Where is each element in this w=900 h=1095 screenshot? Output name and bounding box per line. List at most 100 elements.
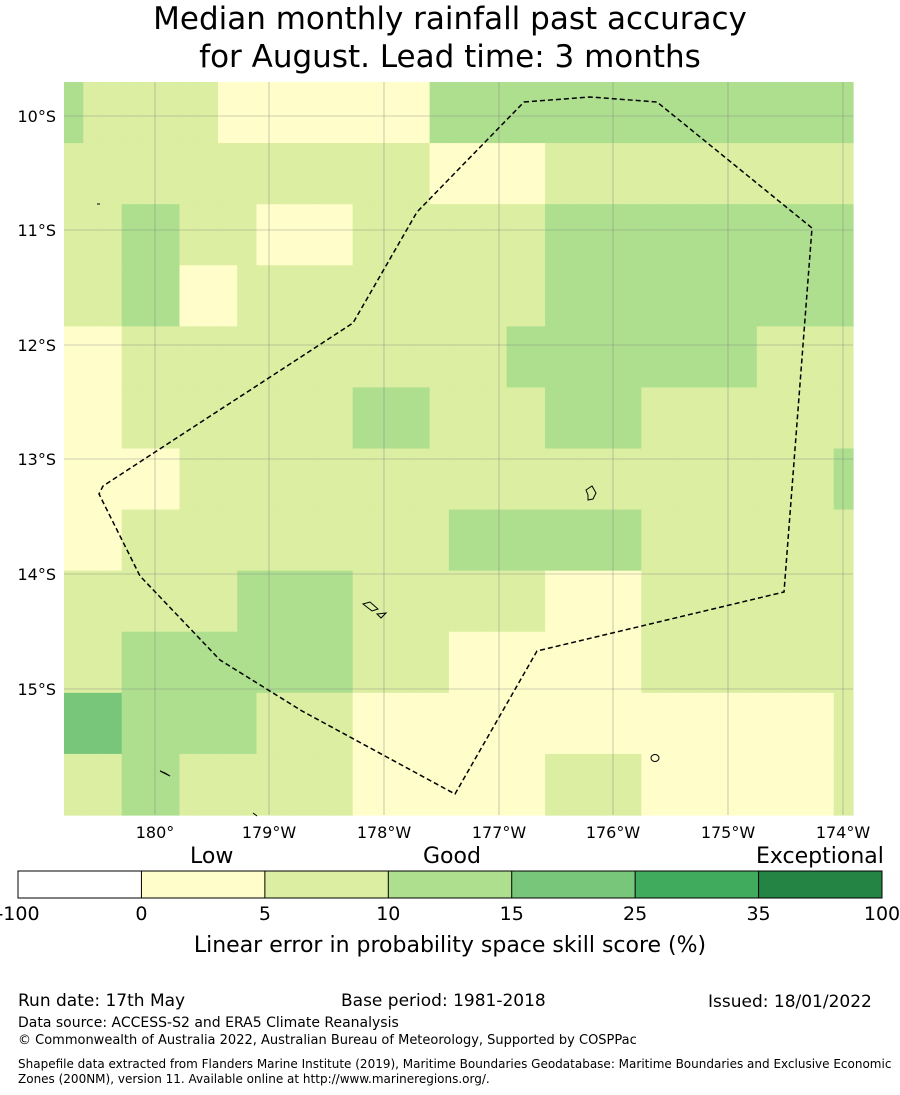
- grid-cell: [333, 143, 354, 205]
- grid-cell: [121, 204, 142, 266]
- grid-cell: [121, 509, 142, 572]
- grid-cell: [564, 387, 585, 450]
- colorbar-swatch: [758, 871, 882, 898]
- grid-cell: [622, 143, 642, 205]
- grid-cell: [83, 692, 104, 755]
- grid-cell: [275, 82, 296, 144]
- grid-cell: [371, 82, 392, 144]
- grid-cell: [506, 204, 527, 266]
- grid-cell: [140, 82, 161, 144]
- grid-cell: [679, 265, 700, 327]
- grid-cell: [448, 448, 469, 511]
- grid-cell: [737, 570, 758, 633]
- grid-cell: [160, 387, 181, 450]
- grid-cell: [487, 570, 508, 633]
- grid-cell: [756, 692, 777, 755]
- grid-cell: [352, 448, 373, 511]
- grid-cell: [160, 631, 181, 694]
- grid-cell: [217, 509, 238, 572]
- grid-cell: [776, 509, 796, 572]
- grid-cell: [256, 387, 277, 450]
- grid-cell: [217, 692, 238, 755]
- grid-cell: [448, 631, 469, 694]
- grid-cell: [198, 326, 219, 389]
- grid-cell: [333, 82, 354, 144]
- grid-cell: [506, 387, 527, 450]
- grid-cell: [448, 570, 469, 633]
- grid-cell: [525, 326, 546, 389]
- grid-cell: [468, 753, 488, 816]
- grid-cell: [160, 692, 181, 755]
- grid-cell: [679, 753, 700, 816]
- grid-cell: [140, 509, 161, 572]
- colorbar-tick-label: 100: [864, 903, 900, 925]
- grid-cell: [314, 448, 335, 511]
- grid-cell: [256, 143, 277, 205]
- grid-cell: [583, 753, 604, 816]
- grid-cell: [371, 570, 392, 633]
- grid-cell: [660, 448, 681, 511]
- grid-cell: [198, 265, 219, 327]
- grid-cell: [140, 448, 161, 511]
- grid-cell: [756, 509, 777, 572]
- grid-cell: [448, 509, 469, 572]
- grid-cell: [660, 143, 681, 205]
- grid-cell: [83, 448, 104, 511]
- grid-cell: [217, 143, 238, 205]
- grid-cell: [275, 448, 296, 511]
- grid-cell: [795, 326, 816, 389]
- grid-cell: [121, 326, 142, 389]
- grid-cell: [256, 509, 277, 572]
- grid-cell: [102, 753, 123, 816]
- grid-cell: [468, 143, 488, 205]
- grid-cell: [83, 265, 104, 327]
- grid-cell: [679, 570, 700, 633]
- grid-cell: [545, 509, 565, 572]
- grid-cell: [102, 204, 123, 266]
- grid-cell: [333, 570, 354, 633]
- grid-cell: [468, 570, 488, 633]
- grid-cell: [545, 204, 565, 266]
- grid-cell: [160, 509, 181, 572]
- grid-cell: [198, 448, 219, 511]
- grid-cell: [622, 631, 642, 694]
- grid-cell: [622, 753, 642, 816]
- grid-cell: [294, 387, 315, 450]
- grid-cell: [237, 326, 258, 389]
- grid-cell: [756, 387, 777, 450]
- issued-date: Issued: 18/01/2022: [708, 992, 872, 1012]
- grid-cell: [121, 448, 142, 511]
- grid-cell: [756, 753, 777, 816]
- grid-cell: [487, 448, 508, 511]
- grid-cell: [237, 204, 258, 266]
- grid-cell: [814, 448, 835, 511]
- lon-tick-label: 174°W: [816, 823, 871, 842]
- grid-cell: [545, 570, 565, 633]
- grid-cell: [275, 387, 296, 450]
- grid-cell: [833, 143, 854, 205]
- grid-cell: [814, 326, 835, 389]
- colorbar-label-good: Good: [423, 844, 481, 869]
- lat-tick-label: 11°S: [17, 221, 56, 240]
- coastlines: [97, 203, 660, 817]
- grid-cell: [275, 509, 296, 572]
- grid-cell: [237, 753, 258, 816]
- grid-cell: [641, 82, 662, 144]
- grid-cell: [525, 509, 546, 572]
- grid-cell: [776, 387, 796, 450]
- grid-cell: [160, 143, 181, 205]
- grid-cell: [429, 143, 450, 205]
- grid-cell: [448, 265, 469, 327]
- grid-cell: [583, 692, 604, 755]
- grid-cell: [622, 82, 642, 144]
- grid-cell: [333, 265, 354, 327]
- grid-cell: [140, 570, 161, 633]
- grid-cell: [814, 570, 835, 633]
- lon-tick-label: 177°W: [472, 823, 527, 842]
- grid-cell: [487, 82, 508, 144]
- colorbar-label-low: Low: [190, 844, 234, 869]
- grid-cell: [294, 570, 315, 633]
- grid-cell: [333, 631, 354, 694]
- grid-cell: [737, 265, 758, 327]
- grid-cell: [352, 570, 373, 633]
